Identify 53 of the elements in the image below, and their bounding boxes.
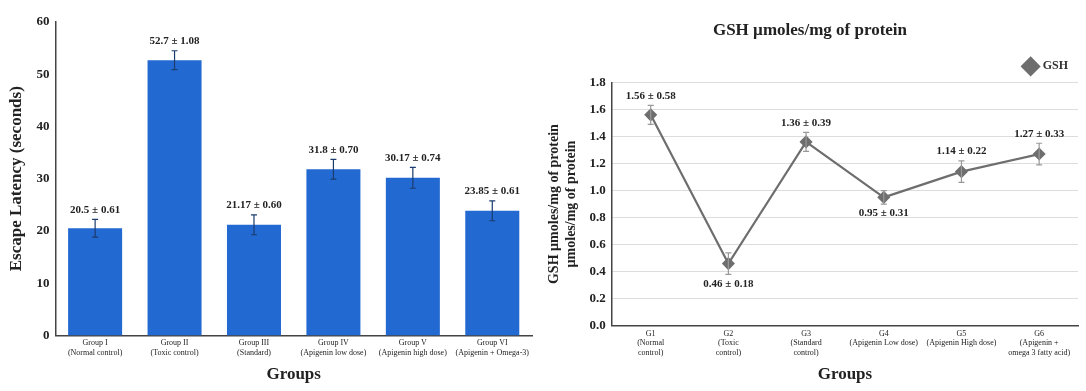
x-tick-label: G2 (Toxic control) [715, 328, 742, 357]
y-tick-label: 0.0 [589, 317, 606, 333]
data-label: 1.56 ± 0.58 [625, 88, 677, 101]
data-label: 1.36 ± 0.39 [781, 115, 832, 128]
x-axis-title: Groups [266, 364, 322, 384]
x-axis-title: Groups [817, 364, 873, 384]
data-label: 23.85 ± 0.61 [464, 184, 521, 197]
legend-label: GSH [1042, 58, 1069, 73]
y-tick-label: 0.8 [589, 208, 607, 224]
x-tick-label: Group III (Standard) [237, 338, 272, 357]
bar [385, 177, 440, 336]
x-tick-label: Group V (Apigenin high dose) [378, 338, 448, 357]
bar [306, 169, 361, 336]
data-label: 31.8 ± 0.70 [308, 142, 359, 155]
y-tick-label: 50 [36, 65, 50, 81]
bar [226, 224, 281, 336]
y-tick-label: 0.4 [589, 263, 607, 279]
bar [68, 228, 123, 336]
x-tick-label: G5 (Apigenin High dose) [926, 328, 997, 348]
x-tick-label: G1 (Normal control) [637, 328, 666, 357]
data-label: 1.27 ± 0.33 [1014, 126, 1065, 139]
x-tick-label: G3 (Standard control) [790, 328, 822, 357]
chart-title: GSH µmoles/mg of protein [712, 19, 908, 39]
y-tick-label: 10 [36, 274, 50, 290]
y-tick-label: 1.4 [589, 127, 607, 143]
x-tick-label: Group VI (Apigenin + Omega-3) [455, 338, 530, 357]
data-label: 0.46 ± 0.18 [703, 276, 754, 289]
data-label: 30.17 ± 0.74 [385, 150, 442, 163]
data-label: 52.7 ± 1.08 [149, 34, 201, 47]
y-tick-label: 30 [36, 170, 50, 186]
y-tick-label: 0 [42, 326, 50, 342]
y-axis-title: GSH µmoles/mg of protein µmoles/mg of protein [546, 123, 578, 285]
bar [465, 210, 520, 336]
data-label: 21.17 ± 0.60 [226, 198, 283, 211]
x-tick-label: Group I (Normal control) [67, 338, 123, 357]
data-label: 1.14 ± 0.22 [936, 144, 987, 157]
y-tick-label: 1.6 [589, 100, 607, 116]
y-tick-label: 20 [36, 222, 50, 238]
y-tick-label: 0.2 [589, 290, 606, 306]
y-tick-label: 0.6 [589, 236, 607, 252]
x-tick-label: G4 (Apigenin Low dose) [849, 328, 919, 348]
data-label: 20.5 ± 0.61 [70, 202, 121, 215]
x-tick-label: Group II (Toxic control) [150, 338, 199, 357]
x-tick-label: G6 (Apigenin + omega 3 fatty acid) [1008, 328, 1071, 357]
y-tick-label: 1.2 [589, 154, 606, 170]
y-axis-title: Escape Latency (seconds) [5, 86, 25, 272]
y-tick-label: 60 [36, 13, 50, 29]
x-tick-label: Group IV (Apigenin low dose) [300, 338, 367, 357]
y-tick-label: 1.8 [589, 73, 607, 89]
y-tick-label: 1.0 [589, 181, 606, 197]
data-label: 0.95 ± 0.31 [858, 206, 909, 219]
bar [147, 60, 202, 336]
y-tick-label: 40 [36, 117, 50, 133]
